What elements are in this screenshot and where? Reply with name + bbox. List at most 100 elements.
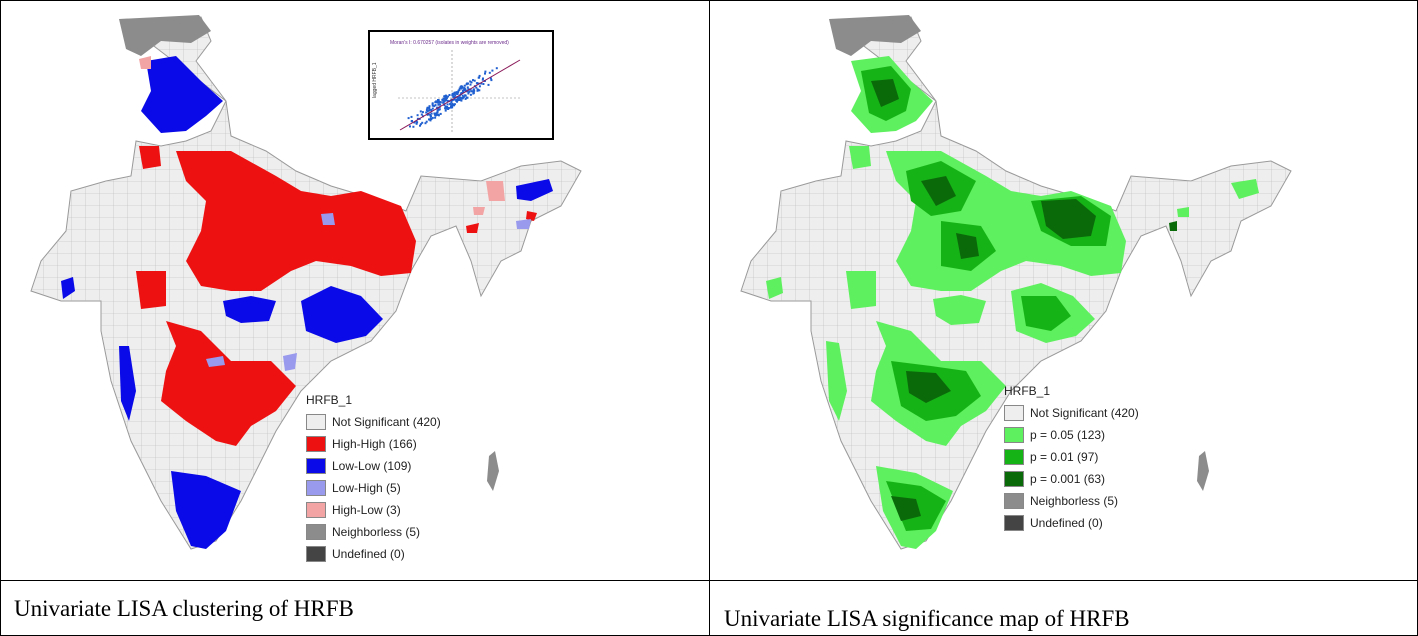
moran-scatter-plot <box>398 50 521 132</box>
moran-point <box>463 88 466 91</box>
high-low-region-1 <box>486 181 505 201</box>
cluster-legend-item: High-High (166) <box>306 433 441 455</box>
moran-point <box>471 90 474 93</box>
left-caption: Univariate LISA clustering of HRFB <box>14 596 354 621</box>
moran-point <box>431 103 434 106</box>
moran-point <box>460 97 463 100</box>
moran-point <box>421 121 424 124</box>
cluster-legend-swatch <box>306 414 326 430</box>
significance-legend-item: p = 0.001 (63) <box>1004 468 1139 490</box>
high-low-regions <box>139 56 505 215</box>
significance-legend-label: Neighborless (5) <box>1030 494 1119 508</box>
cluster-legend-item: Undefined (0) <box>306 543 441 565</box>
low-high-region-3 <box>321 213 335 225</box>
significance-legend-item: Neighborless (5) <box>1004 490 1139 512</box>
p01-region-odisha <box>1021 296 1071 331</box>
moran-point <box>445 107 447 110</box>
moran-point <box>439 101 442 104</box>
moran-point <box>475 82 478 85</box>
moran-point <box>410 120 413 123</box>
cluster-legend-item: High-Low (3) <box>306 499 441 521</box>
cluster-legend-swatch <box>306 524 326 540</box>
significance-legend: HRFB_1 Not Significant (420) p = 0.05 (12… <box>1004 384 1139 534</box>
moran-point <box>478 74 481 77</box>
moran-point <box>453 95 456 98</box>
low-low-region-north <box>141 56 223 133</box>
p001-region-kerala <box>891 496 921 521</box>
moran-point <box>456 93 459 95</box>
moran-point <box>462 96 464 99</box>
p05-region-west-coast <box>826 341 847 421</box>
moran-point <box>472 89 475 91</box>
moran-point <box>456 100 459 102</box>
moran-point <box>451 102 454 105</box>
moran-point <box>447 95 450 98</box>
moran-point <box>428 118 430 121</box>
moran-point <box>415 122 418 125</box>
moran-point <box>439 103 442 106</box>
moran-point <box>445 96 448 99</box>
significance-legend-swatch <box>1004 427 1024 443</box>
moran-point <box>462 95 465 98</box>
moran-point <box>488 71 491 74</box>
low-low-region-west-coast <box>119 346 136 421</box>
cluster-legend-swatch <box>306 458 326 474</box>
moran-point <box>433 105 436 108</box>
p001-region-mp <box>956 233 979 259</box>
moran-point <box>451 106 454 109</box>
significance-legend-swatch <box>1004 471 1024 487</box>
low-low-region-northeast <box>516 179 553 201</box>
lisa-cluster-panel: Moran's I: 0.670257 (isolates in weights… <box>1 1 708 579</box>
moran-point <box>460 92 463 94</box>
moran-inset-title: Moran's I: 0.670257 (isolates in weights… <box>390 40 509 46</box>
moran-point <box>453 93 455 96</box>
moran-point <box>475 86 478 89</box>
moran-point <box>457 97 460 100</box>
moran-point <box>468 90 471 93</box>
neighborless-regions-right <box>829 15 1209 491</box>
moran-point <box>465 96 468 99</box>
moran-point <box>472 79 474 82</box>
moran-point <box>430 112 433 115</box>
moran-point <box>459 98 462 101</box>
moran-point <box>436 113 439 116</box>
p001-region-ne <box>1169 221 1177 231</box>
moran-point <box>428 105 431 108</box>
moran-point <box>424 122 427 125</box>
moran-point <box>457 91 460 94</box>
moran-point <box>444 97 447 100</box>
moran-point <box>447 107 450 109</box>
india-outline <box>30 16 582 550</box>
low-high-regions <box>206 213 531 371</box>
moran-point <box>457 89 460 92</box>
moran-point <box>448 94 451 96</box>
cluster-legend-label: Low-High (5) <box>332 481 401 495</box>
neighborless-region-north-right <box>829 15 921 56</box>
significance-legend-title: HRFB_1 <box>1004 384 1051 398</box>
low-low-region-central <box>223 296 276 323</box>
moran-point <box>415 120 418 123</box>
moran-point <box>450 100 453 103</box>
moran-point <box>446 106 449 108</box>
moran-point <box>459 96 462 99</box>
moran-point <box>460 99 463 102</box>
moran-point <box>412 125 415 128</box>
moran-point <box>466 90 469 93</box>
significance-legend-item: p = 0.05 (123) <box>1004 424 1139 446</box>
cluster-legend-swatch <box>306 480 326 496</box>
moran-point <box>464 88 467 91</box>
moran-point <box>495 67 498 70</box>
high-high-region-punjab <box>139 146 161 169</box>
p001-region-bihar <box>1041 199 1096 239</box>
moran-point <box>436 109 439 112</box>
moran-point <box>465 89 468 92</box>
moran-point <box>489 77 492 80</box>
moran-point <box>470 90 473 93</box>
moran-point <box>442 101 445 104</box>
cluster-legend-swatch <box>306 546 326 562</box>
moran-point <box>478 89 481 92</box>
moran-point <box>420 113 423 116</box>
moran-point <box>481 78 484 81</box>
moran-point <box>425 109 428 112</box>
moran-point <box>467 92 470 95</box>
